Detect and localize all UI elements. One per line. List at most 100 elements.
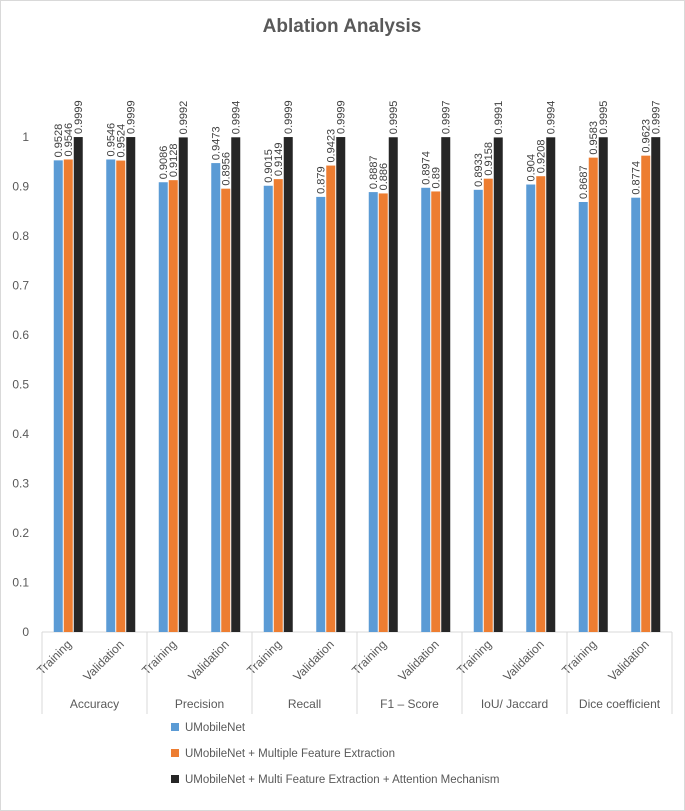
data-label: 0.8974 xyxy=(421,151,433,185)
data-label: 0.9623 xyxy=(641,119,653,153)
y-tick-label: 0.9 xyxy=(12,180,29,194)
bar xyxy=(63,159,73,632)
data-label: 0.9524 xyxy=(116,124,128,158)
legend-label: UMobileNet xyxy=(185,722,246,734)
data-label: 0.9997 xyxy=(651,100,663,134)
x-subcategory-label: Validation xyxy=(605,637,652,684)
bar xyxy=(578,201,588,632)
data-label: 0.8687 xyxy=(578,165,590,199)
legend-swatch xyxy=(171,749,179,757)
y-tick-label: 0.6 xyxy=(12,328,29,342)
bar xyxy=(73,137,83,632)
data-label: 0.9995 xyxy=(598,101,610,135)
bar xyxy=(536,176,546,633)
bar xyxy=(651,137,661,632)
bar xyxy=(316,196,326,632)
bar xyxy=(598,137,608,632)
bar xyxy=(211,163,221,633)
x-subcategory-label: Validation xyxy=(185,637,232,684)
data-label: 0.886 xyxy=(378,163,390,191)
bar xyxy=(178,137,188,632)
x-subcategory-label: Training xyxy=(349,637,389,677)
bar xyxy=(641,155,651,632)
bar xyxy=(388,137,398,632)
data-label: 0.8933 xyxy=(473,153,485,187)
legend-label: UMobileNet + Multi Feature Extraction + … xyxy=(185,774,499,786)
data-label: 0.9528 xyxy=(53,124,65,158)
bar xyxy=(221,188,231,633)
x-subcategory-label: Training xyxy=(454,637,494,677)
legend-label: UMobileNet + Multiple Feature Extraction xyxy=(185,748,395,760)
data-label: 0.9994 xyxy=(231,101,243,135)
data-label: 0.8956 xyxy=(221,152,233,186)
bar xyxy=(421,187,431,633)
bar xyxy=(431,191,441,632)
bar xyxy=(493,137,503,632)
x-subcategory-label: Training xyxy=(139,637,179,677)
x-subcategory-label: Validation xyxy=(395,637,442,684)
chart-title: Ablation Analysis xyxy=(263,16,422,37)
data-label: 0.8887 xyxy=(368,155,380,189)
legend-swatch xyxy=(171,775,179,783)
y-tick-label: 0.7 xyxy=(12,279,29,293)
bar xyxy=(326,165,336,632)
data-label: 0.9149 xyxy=(273,142,285,176)
bar xyxy=(116,160,126,632)
y-tick-label: 1 xyxy=(22,130,29,144)
data-label: 0.9583 xyxy=(588,121,600,155)
bar xyxy=(631,197,641,632)
y-tick-label: 0.4 xyxy=(12,427,29,441)
data-label: 0.9995 xyxy=(388,101,400,135)
x-subcategory-label: Validation xyxy=(500,637,547,684)
bar xyxy=(588,157,598,633)
x-subcategory-label: Validation xyxy=(80,637,127,684)
data-label: 0.9208 xyxy=(536,140,548,174)
x-subcategory-label: Validation xyxy=(290,637,337,684)
data-label: 0.9999 xyxy=(336,100,348,134)
data-label: 0.9086 xyxy=(158,146,170,180)
bar xyxy=(53,160,63,632)
bar xyxy=(106,159,116,632)
data-label: 0.9158 xyxy=(483,142,495,176)
data-label: 0.9423 xyxy=(326,129,338,163)
x-subcategory-label: Training xyxy=(34,637,74,677)
x-subcategory-label: Training xyxy=(559,637,599,677)
data-label: 0.9999 xyxy=(126,100,138,134)
x-subcategory-label: Training xyxy=(244,637,284,677)
data-label: 0.9128 xyxy=(168,144,180,178)
data-label: 0.9546 xyxy=(63,123,75,157)
data-label: 0.8774 xyxy=(631,161,643,195)
bar xyxy=(168,180,178,632)
data-label: 0.9992 xyxy=(178,101,190,135)
x-group-label: Precision xyxy=(175,697,224,711)
legend: UMobileNet UMobileNet + Multiple Feature … xyxy=(171,722,499,786)
bars-layer xyxy=(53,137,661,633)
x-group-label: Dice coefficient xyxy=(579,697,661,711)
data-label: 0.904 xyxy=(526,154,538,182)
y-tick-label: 0.1 xyxy=(12,576,29,590)
y-tick-label: 0.8 xyxy=(12,229,29,243)
x-group-label: IoU/ Jaccard xyxy=(481,697,548,711)
y-tick-label: 0.3 xyxy=(12,477,29,491)
bar xyxy=(473,189,483,632)
data-label: 0.9994 xyxy=(546,101,558,135)
data-label: 0.9473 xyxy=(211,126,223,160)
x-group-label: Recall xyxy=(288,697,321,711)
data-label: 0.89 xyxy=(431,167,443,188)
bar xyxy=(126,137,136,632)
data-label: 0.9991 xyxy=(493,101,505,135)
x-group-label: F1 – Score xyxy=(380,697,439,711)
bar xyxy=(283,137,293,632)
data-label: 0.9015 xyxy=(263,149,275,183)
bar xyxy=(483,178,493,632)
bar xyxy=(263,185,273,632)
bar xyxy=(273,179,283,632)
bar xyxy=(336,137,346,632)
y-tick-label: 0 xyxy=(22,625,29,639)
bar xyxy=(368,192,378,632)
bar xyxy=(546,137,556,632)
category-labels-layer: Training Validation Training Validation Trai… xyxy=(34,632,673,714)
y-tick-label: 0.2 xyxy=(12,526,29,540)
